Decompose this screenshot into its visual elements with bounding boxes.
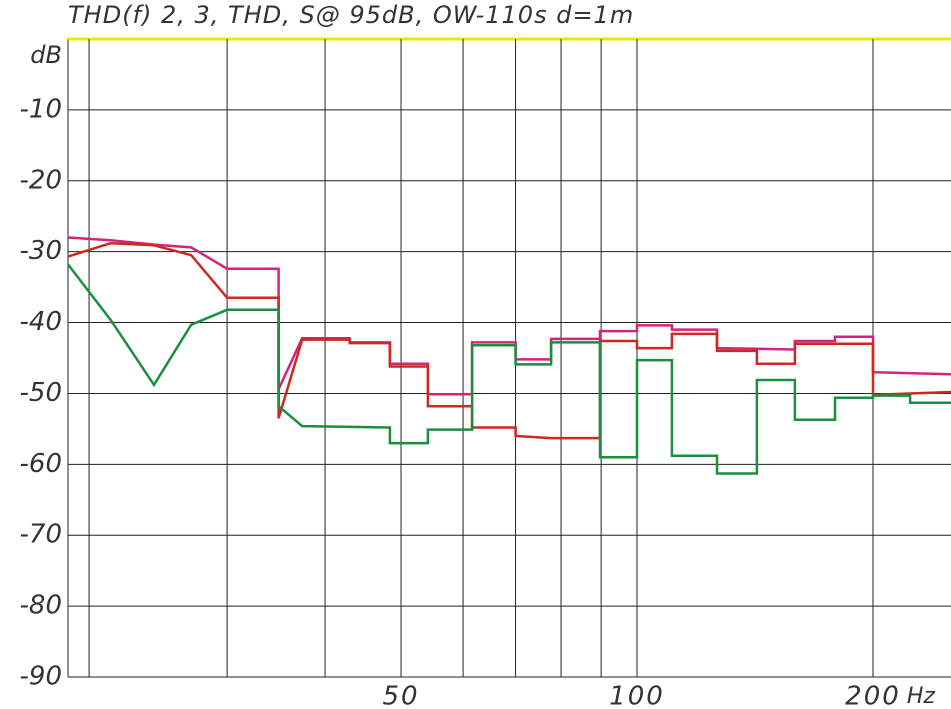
y-tick-label: -90 [20,662,62,692]
x-tick-label: 50 [382,682,419,709]
y-tick-label: -80 [20,591,62,621]
series-line [67,236,951,396]
y-tick-label: -20 [20,165,62,195]
y-tick-label: -30 [20,236,62,266]
y-tick-label: -10 [20,94,62,124]
x-tick-label: 200 [845,682,901,709]
y-tick-label: -50 [20,378,62,408]
y-tick-label: -40 [20,307,62,337]
chart-title: THD(f) 2, 3, THD, S@ 95dB, OW-110s d=1m [68,1,634,29]
y-tick-label: -70 [20,520,62,550]
y-tick-label: -60 [20,449,62,479]
series-line [67,263,951,475]
x-axis-label: Hz [907,684,936,709]
x-tick-label: 100 [609,682,665,709]
y-axis-label: dB [30,41,62,69]
